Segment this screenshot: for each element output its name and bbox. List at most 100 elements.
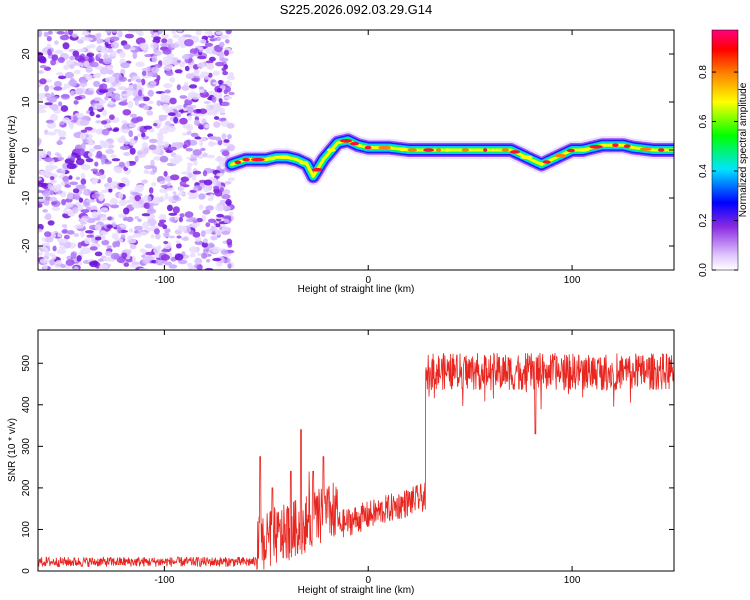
- noise-blob: [61, 168, 66, 175]
- noise-blob: [190, 93, 201, 100]
- noise-blob: [165, 64, 174, 69]
- noise-blob: [143, 125, 153, 130]
- noise-blob: [223, 218, 229, 224]
- noise-blob: [110, 41, 119, 49]
- noise-blob: [122, 109, 132, 116]
- noise-blob: [169, 77, 176, 83]
- noise-blob: [226, 75, 236, 81]
- spectrogram-y-label: Frequency (Hz): [7, 116, 18, 185]
- noise-blob: [141, 67, 151, 72]
- noise-blob: [130, 191, 140, 196]
- noise-blob: [88, 56, 93, 64]
- noise-blob: [99, 216, 108, 221]
- noise-blob: [218, 52, 224, 59]
- noise-blob: [105, 91, 113, 97]
- noise-blob: [207, 63, 214, 69]
- noise-blob: [72, 50, 80, 57]
- noise-blob: [121, 123, 131, 131]
- noise-blob: [203, 179, 213, 186]
- noise-blob: [49, 179, 57, 184]
- noise-blob: [161, 249, 171, 253]
- noise-blob: [83, 37, 94, 41]
- noise-blob: [189, 48, 198, 55]
- noise-blob: [70, 90, 75, 97]
- noise-blob: [153, 123, 158, 127]
- noise-blob: [221, 133, 227, 140]
- spectrogram-ridge: [222, 131, 674, 186]
- noise-blob: [107, 100, 115, 105]
- noise-blob: [185, 147, 193, 152]
- noise-blob: [118, 86, 125, 91]
- noise-blob: [75, 158, 85, 166]
- noise-blob: [220, 249, 229, 255]
- noise-blob: [82, 30, 90, 36]
- noise-blob: [183, 107, 188, 112]
- noise-blob: [147, 72, 154, 77]
- noise-blob: [56, 248, 67, 255]
- noise-blob: [49, 196, 58, 202]
- noise-blob: [134, 230, 139, 234]
- noise-blob: [157, 30, 163, 35]
- noise-blob: [129, 194, 135, 201]
- noise-blob: [168, 212, 178, 216]
- noise-blob: [164, 228, 171, 233]
- noise-blob: [220, 107, 226, 114]
- noise-blob: [61, 224, 68, 228]
- noise-blob: [194, 257, 203, 265]
- noise-blob: [80, 221, 87, 225]
- colorbar-tick-label: 0.4: [698, 164, 709, 178]
- noise-blob: [156, 75, 161, 81]
- noise-blob: [128, 130, 133, 138]
- y-tick-label: 20: [21, 48, 32, 60]
- noise-blob: [93, 103, 103, 110]
- noise-blob: [45, 173, 55, 177]
- noise-blob: [156, 144, 164, 150]
- noise-blob: [139, 128, 145, 134]
- noise-blob: [201, 252, 208, 259]
- noise-blob: [195, 30, 202, 36]
- noise-blob: [223, 89, 228, 95]
- noise-blob: [183, 140, 191, 148]
- noise-blob: [123, 44, 131, 50]
- noise-blob: [89, 111, 95, 117]
- noise-blob: [77, 204, 83, 212]
- ridge-hotspot: [435, 148, 442, 152]
- y-tick-label: 0: [21, 147, 32, 153]
- noise-blob: [49, 176, 55, 181]
- noise-blob: [80, 48, 86, 52]
- noise-blob: [86, 234, 94, 238]
- noise-blob: [134, 155, 139, 163]
- noise-blob: [45, 119, 55, 124]
- noise-blob: [72, 207, 79, 214]
- noise-blob: [63, 207, 69, 214]
- noise-blob: [129, 147, 136, 155]
- noise-blob: [85, 158, 94, 163]
- noise-blob: [136, 30, 143, 36]
- noise-blob: [108, 188, 113, 193]
- noise-blob: [71, 33, 78, 38]
- noise-blob: [101, 239, 110, 246]
- noise-blob: [155, 233, 161, 240]
- x-tick-label: 100: [564, 575, 581, 586]
- noise-blob: [137, 150, 144, 156]
- noise-blob: [125, 160, 130, 168]
- noise-blob: [120, 234, 126, 239]
- noise-blob: [219, 41, 225, 48]
- noise-blob: [198, 89, 205, 93]
- noise-blob: [107, 216, 112, 221]
- noise-blob: [55, 72, 64, 76]
- noise-blob: [57, 232, 62, 238]
- noise-blob: [84, 237, 91, 245]
- x-tick-label: -100: [154, 275, 174, 286]
- noise-blob: [151, 55, 158, 63]
- noise-blob: [181, 54, 190, 60]
- noise-blob: [177, 192, 187, 196]
- noise-blob: [114, 97, 120, 101]
- noise-blob: [58, 238, 69, 244]
- noise-blob: [73, 69, 81, 75]
- colorbar: 0.0 0.2 0.4 0.6 0.8 Normalized spectral ampl…: [698, 29, 749, 277]
- noise-blob: [111, 233, 119, 240]
- noise-blob: [162, 141, 170, 147]
- noise-blob: [58, 101, 63, 107]
- noise-blob: [106, 224, 113, 229]
